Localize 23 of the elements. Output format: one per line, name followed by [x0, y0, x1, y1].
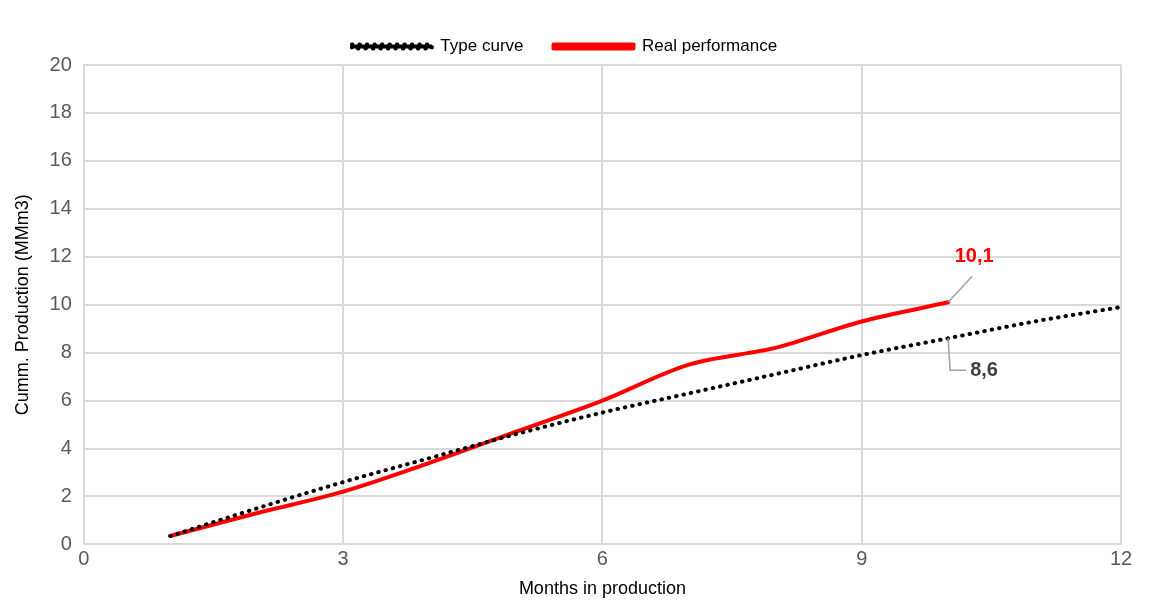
legend-label: Real performance — [642, 36, 778, 56]
x-axis-title: Months in production — [518, 578, 686, 599]
x-tick-label: 9 — [856, 546, 868, 569]
y-axis-title: Cumm. Production (MMm3) — [11, 194, 32, 416]
x-tick-label: 0 — [78, 546, 90, 569]
y-tick-label: 4 — [60, 436, 72, 459]
data-label: 8,6 — [970, 357, 998, 380]
legend-label: Type curve — [440, 36, 524, 56]
y-tick-label: 8 — [60, 340, 72, 363]
x-tick-label: 12 — [1109, 546, 1133, 569]
y-tick-label: 0 — [60, 531, 72, 554]
y-tick-label: 16 — [49, 148, 72, 171]
x-tick-label: 6 — [596, 546, 608, 569]
y-tick-label: 6 — [60, 388, 72, 411]
data-label: 10,1 — [954, 243, 994, 266]
y-tick-label: 14 — [49, 196, 72, 219]
line-series — [168, 305, 1121, 539]
y-tick-label: 20 — [49, 52, 72, 75]
y-tick-label: 10 — [49, 292, 72, 315]
y-tick-label: 2 — [60, 483, 72, 506]
x-tick-label: 3 — [337, 546, 349, 569]
y-tick-label: 18 — [49, 100, 72, 123]
y-tick-label: 12 — [49, 244, 72, 267]
